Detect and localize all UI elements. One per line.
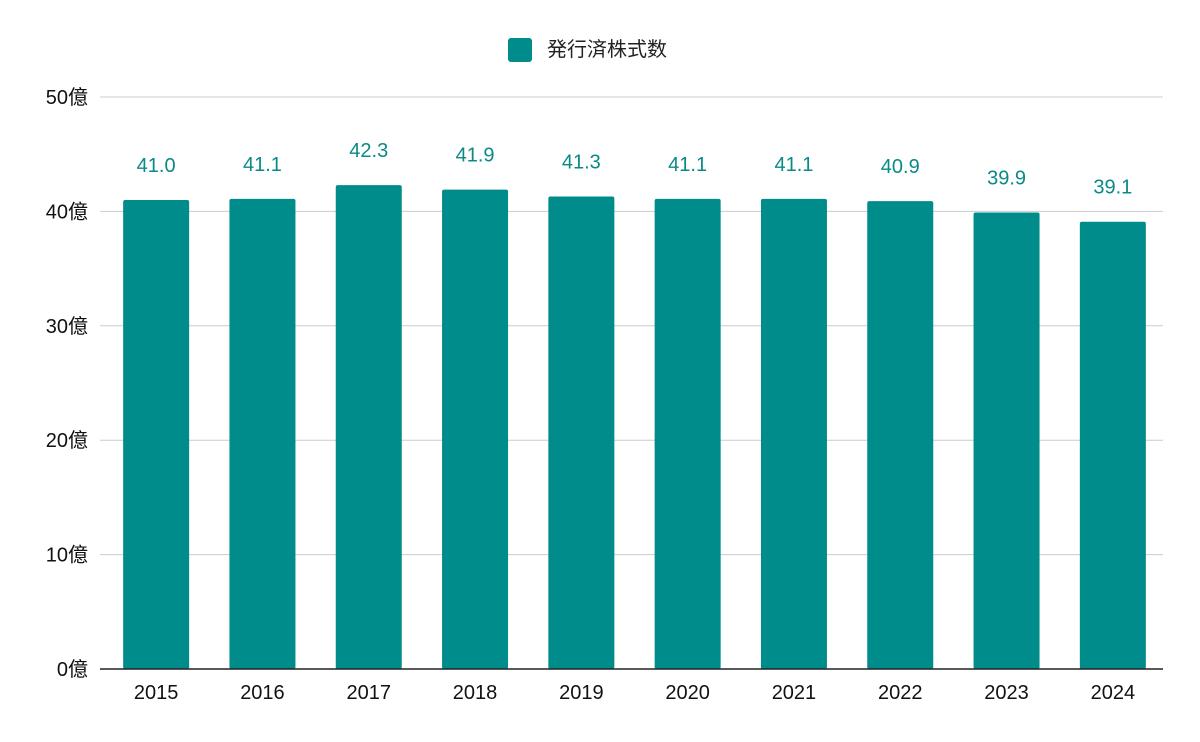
data-label: 42.3 (349, 140, 388, 162)
data-label: 41.0 (137, 155, 176, 177)
legend-swatch (508, 38, 532, 62)
bars (123, 185, 1146, 670)
legend: 発行済株式数 (508, 37, 667, 62)
y-axis-tick-labels: 0億 10億 20億 30億 40億 50億 (46, 86, 88, 681)
data-label: 41.1 (774, 154, 813, 176)
y-tick-label: 0億 (57, 658, 88, 681)
x-tick-label: 2015 (134, 682, 179, 704)
bar (654, 198, 721, 670)
bar (548, 196, 615, 669)
legend-label: 発行済株式数 (547, 37, 667, 61)
x-tick-label: 2018 (453, 682, 498, 704)
x-tick-label: 2019 (559, 682, 604, 704)
data-label: 41.1 (243, 154, 282, 176)
data-label: 39.1 (1093, 177, 1132, 199)
bar (973, 212, 1040, 669)
bar (442, 189, 509, 669)
data-label: 41.9 (456, 145, 495, 167)
bar (123, 199, 190, 669)
x-tick-label: 2021 (772, 682, 817, 704)
y-tick-label: 40億 (46, 200, 88, 223)
data-label: 41.3 (562, 152, 601, 174)
bar (229, 198, 296, 670)
bar (1079, 221, 1146, 670)
data-labels: 41.0 41.1 42.3 41.9 41.3 41.1 41.1 40.9 39.9 39.1 (137, 140, 1133, 199)
x-tick-label: 2016 (240, 682, 285, 704)
data-label: 41.1 (668, 154, 707, 176)
x-tick-label: 2023 (984, 682, 1029, 704)
bar (760, 198, 827, 670)
y-tick-label: 30億 (46, 315, 88, 338)
x-tick-label: 2024 (1091, 682, 1136, 704)
x-tick-label: 2017 (347, 682, 392, 704)
y-tick-label: 20億 (46, 429, 88, 452)
y-tick-label: 10億 (46, 544, 88, 567)
x-tick-label: 2022 (878, 682, 923, 704)
bar (335, 185, 402, 669)
x-axis-tick-labels: 2015 2016 2017 2018 2019 2020 2021 2022 2023 2024 (134, 682, 1135, 704)
x-tick-label: 2020 (665, 682, 710, 704)
y-tick-label: 50億 (46, 86, 88, 109)
data-label: 40.9 (881, 156, 920, 178)
bar (867, 201, 934, 669)
data-label: 39.9 (987, 168, 1026, 190)
